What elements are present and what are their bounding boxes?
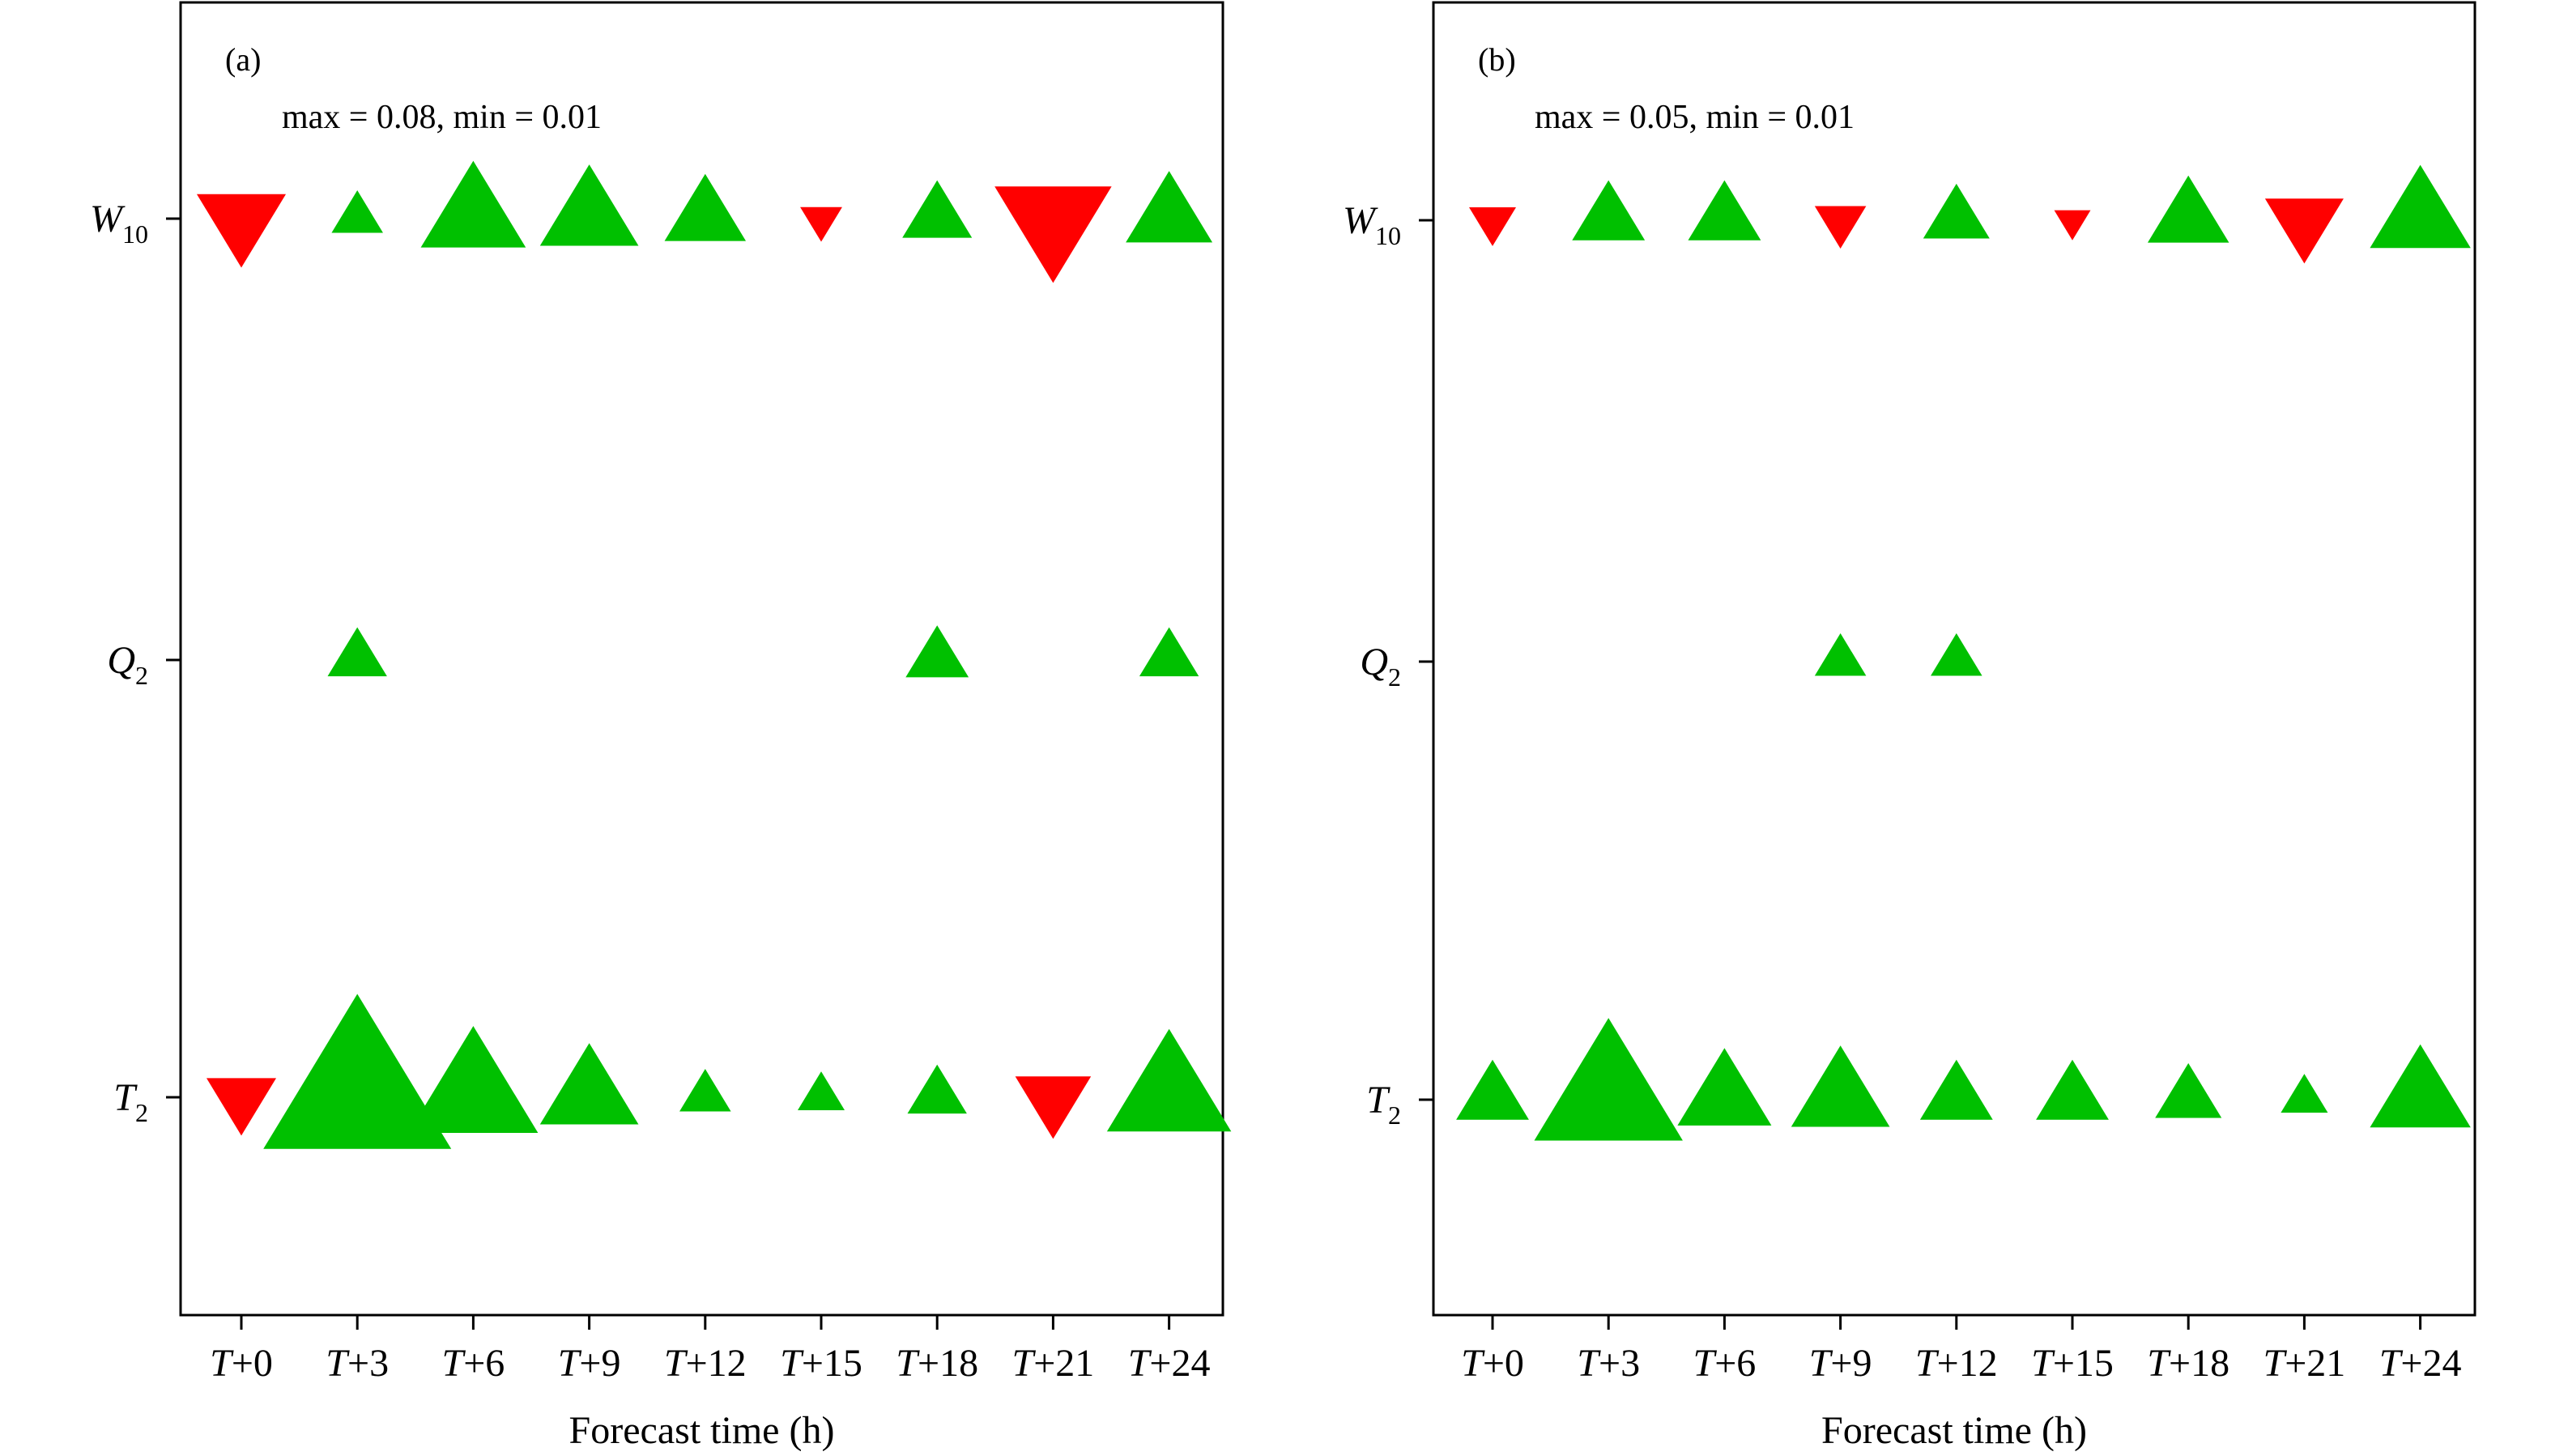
marker-up-triangle <box>1791 1045 1890 1127</box>
marker-up-triangle <box>1688 180 1761 241</box>
x-tick-label: T+15 <box>2031 1342 2114 1385</box>
y-tick-label: Q2 <box>1360 641 1401 692</box>
x-tick-label: T+15 <box>780 1342 862 1385</box>
panel-b: (b) max = 0.05, min = 0.01 W10 Q2 T2 T+0 T+3 T+… <box>1343 1 2476 1452</box>
marker-up-triangle <box>798 1071 845 1110</box>
x-tick-label: T+3 <box>1577 1342 1640 1385</box>
x-tick-label: T+6 <box>442 1342 505 1385</box>
max-min-annotation: max = 0.05, min = 0.01 <box>1535 99 1855 136</box>
panel-label: (a) <box>225 41 261 78</box>
marker-up-triangle <box>539 164 639 246</box>
x-tick-label: T+3 <box>326 1342 389 1385</box>
marker-up-triangle <box>1534 1018 1683 1141</box>
marker-down-triangle <box>2264 198 2344 264</box>
marker-down-triangle <box>206 1078 277 1136</box>
marker-up-triangle <box>2147 175 2229 243</box>
marker-up-triangle <box>679 1069 731 1112</box>
marker-up-triangle <box>1139 627 1199 677</box>
marker-up-triangle <box>2155 1062 2222 1118</box>
marker-up-triangle <box>907 1064 967 1114</box>
panel-a: (a) max = 0.08, min = 0.01 W10 Q2 T2 T+0 T+3 T+… <box>90 1 1232 1452</box>
marker-up-triangle <box>327 627 387 677</box>
marker-up-triangle <box>2281 1074 2328 1113</box>
marker-up-triangle <box>331 190 383 233</box>
x-tick-label: T+18 <box>896 1342 978 1385</box>
x-axis-label: Forecast time (h) <box>569 1409 835 1452</box>
marker-up-triangle <box>2370 1044 2471 1128</box>
marker-up-triangle <box>1923 183 1990 239</box>
x-tick-label: T+9 <box>558 1342 621 1385</box>
x-tick-label: T+0 <box>210 1342 273 1385</box>
marker-up-triangle <box>539 1043 639 1125</box>
x-axis-label: Forecast time (h) <box>1821 1409 2087 1452</box>
y-tick-label: T2 <box>1366 1079 1401 1130</box>
y-tick-label: W10 <box>90 198 148 249</box>
y-tick-label: Q2 <box>107 639 148 690</box>
marker-up-triangle <box>664 173 747 241</box>
x-tick-label: T+0 <box>1461 1342 1524 1385</box>
x-tick-label: T+12 <box>1915 1342 1998 1385</box>
marker-down-triangle <box>800 206 842 242</box>
marker-up-triangle <box>1572 180 1646 241</box>
x-tick-label: T+12 <box>664 1342 747 1385</box>
max-min-annotation: max = 0.08, min = 0.01 <box>282 99 602 136</box>
marker-up-triangle <box>1126 171 1213 243</box>
x-tick-label: T+21 <box>1012 1342 1095 1385</box>
marker-up-triangle <box>902 180 973 238</box>
marker-down-triangle <box>1469 207 1516 246</box>
x-tick-label: T+24 <box>1128 1342 1211 1385</box>
panel-label: (b) <box>1478 41 1516 78</box>
marker-down-triangle <box>1015 1076 1092 1139</box>
x-tick-label: T+6 <box>1693 1342 1757 1385</box>
x-tick-label: T+18 <box>2147 1342 2229 1385</box>
y-tick-label: T2 <box>113 1076 148 1127</box>
marker-up-triangle <box>2370 164 2471 249</box>
marker-up-triangle <box>263 994 452 1149</box>
marker-down-triangle <box>2054 210 2091 241</box>
marker-up-triangle <box>905 625 969 678</box>
x-tick-label: T+21 <box>2264 1342 2346 1385</box>
marker-up-triangle <box>1814 633 1867 676</box>
marker-down-triangle <box>994 186 1112 283</box>
marker-up-triangle <box>1931 633 1982 676</box>
marker-up-triangle <box>1106 1028 1232 1132</box>
marker-up-triangle <box>408 1026 539 1133</box>
marker-up-triangle <box>1677 1048 1772 1126</box>
plot-frame <box>1432 1 2476 1317</box>
marker-up-triangle <box>420 160 526 248</box>
x-tick-label: T+9 <box>1809 1342 1872 1385</box>
marker-up-triangle <box>2036 1059 2109 1120</box>
marker-up-triangle <box>1919 1059 1993 1120</box>
x-tick-label: T+24 <box>2379 1342 2462 1385</box>
marker-up-triangle <box>1456 1059 1529 1120</box>
marker-down-triangle <box>1814 206 1867 249</box>
y-tick-label: W10 <box>1343 199 1401 250</box>
marker-down-triangle <box>196 194 287 268</box>
